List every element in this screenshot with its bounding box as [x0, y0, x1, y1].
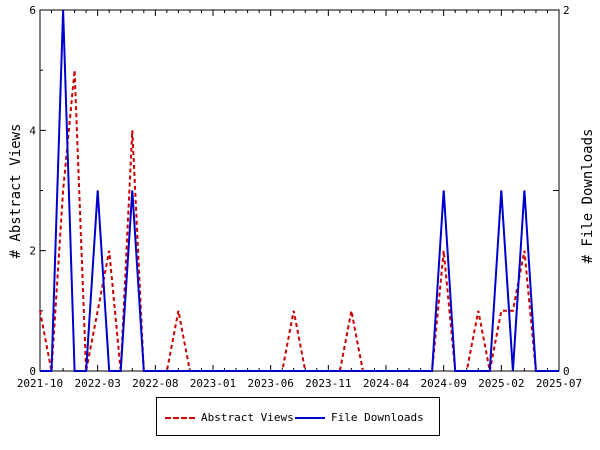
labels-layer: 2021-10 2022-03 2022-08 2023-01 2023-06 2023-…	[17, 4, 582, 390]
legend-label-file-downloads: File Downloads	[331, 411, 424, 424]
x-tick-label: 2024-04	[363, 377, 410, 390]
ticks-layer	[39, 9, 560, 372]
x-tick-label: 2022-03	[74, 377, 120, 390]
y-axis-label-left: # Abstract Views	[8, 124, 24, 259]
y-tick-label-right: 0	[563, 365, 570, 378]
x-tick-label: 2025-07	[536, 377, 582, 390]
x-tick-label: 2024-09	[420, 377, 466, 390]
legend-swatch-abstract-views	[165, 416, 195, 419]
legend-item-file-downloads: File Downloads	[295, 411, 424, 424]
x-tick-label: 2025-02	[478, 377, 524, 390]
y-tick-label-left: 0	[29, 365, 36, 378]
x-tick-label: 2023-01	[190, 377, 236, 390]
x-tick-label: 2023-11	[305, 377, 351, 390]
plot-frame	[39, 9, 560, 372]
y-tick-label-left: 6	[29, 4, 36, 17]
series-layer	[39, 9, 559, 372]
series-line-abstract-views	[39, 70, 559, 372]
y-axis-label-right: # File Downloads	[580, 129, 596, 264]
legend: Abstract Views File Downloads	[156, 397, 440, 436]
y-tick-label-right: 2	[563, 4, 570, 17]
legend-label-abstract-views: Abstract Views	[201, 411, 294, 424]
legend-item-abstract-views: Abstract Views	[165, 411, 294, 424]
x-tick-label: 2021-10	[17, 377, 63, 390]
chart: 2021-10 2022-03 2022-08 2023-01 2023-06 2023-…	[8, 4, 596, 390]
series-line-file-downloads	[40, 9, 559, 372]
y-tick-label-left: 2	[29, 245, 36, 258]
y-tick-label-left: 4	[29, 124, 36, 137]
legend-swatch-file-downloads	[295, 416, 325, 419]
x-tick-label: 2022-08	[132, 377, 178, 390]
x-tick-label: 2023-06	[247, 377, 293, 390]
